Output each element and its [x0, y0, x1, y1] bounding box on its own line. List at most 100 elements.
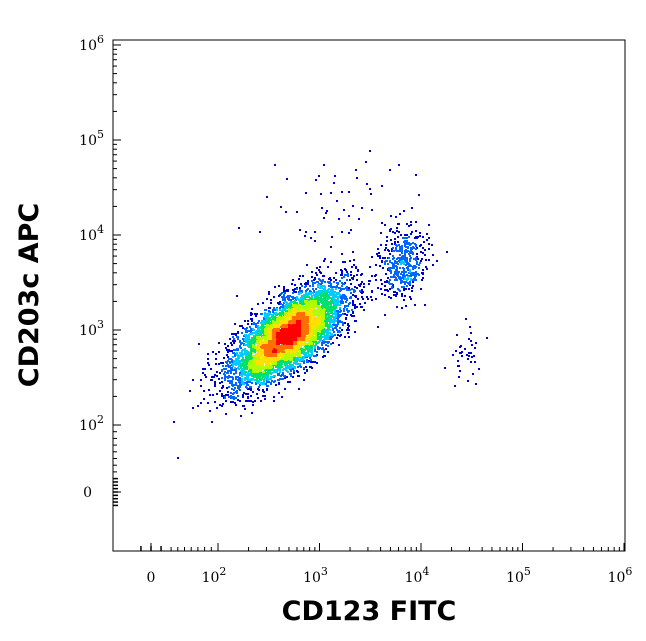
event-dot: [384, 285, 386, 287]
event-dot: [352, 302, 354, 304]
event-dot: [248, 370, 250, 372]
event-dot: [315, 272, 317, 274]
event-dot: [403, 289, 405, 291]
event-dot: [274, 286, 276, 288]
event-dot: [251, 382, 253, 384]
event-dot: [297, 359, 299, 361]
event-dot: [261, 352, 263, 354]
event-dot: [241, 382, 243, 384]
event-dot: [418, 264, 420, 266]
event-dot: [223, 357, 225, 359]
event-dot: [295, 363, 297, 365]
event-dot: [348, 287, 350, 289]
event-dot: [218, 351, 220, 353]
event-dot: [218, 342, 220, 344]
event-dot: [257, 368, 259, 370]
event-dot: [266, 369, 268, 371]
event-dot: [336, 337, 338, 339]
event-dot: [390, 215, 392, 217]
event-dot: [227, 345, 229, 347]
event-dot: [338, 293, 340, 295]
event-dot: [255, 326, 257, 328]
event-dot: [229, 382, 231, 384]
event-dot: [230, 372, 232, 374]
event-dot: [283, 289, 285, 291]
event-dot: [314, 317, 316, 319]
event-dot: [292, 298, 294, 300]
event-dot: [230, 392, 232, 394]
event-dot: [279, 301, 281, 303]
event-dot: [304, 355, 306, 357]
event-dot: [375, 279, 377, 281]
event-dot: [207, 402, 209, 404]
event-dot: [395, 295, 397, 297]
event-dot: [271, 372, 273, 374]
event-dot: [282, 308, 284, 310]
event-dot: [321, 344, 323, 346]
event-dot: [358, 218, 360, 220]
event-dot: [300, 348, 302, 350]
event-dot: [236, 295, 238, 297]
event-dot: [262, 302, 264, 304]
event-dot: [406, 274, 408, 276]
event-dot: [412, 285, 414, 287]
event-dot: [394, 232, 396, 234]
event-dot: [330, 297, 332, 299]
event-dot: [323, 312, 325, 314]
event-dot: [211, 376, 213, 378]
event-dot: [241, 350, 243, 352]
event-dot: [317, 348, 319, 350]
event-dots: [173, 150, 488, 459]
event-dot: [385, 247, 387, 249]
event-dot: [388, 282, 390, 284]
event-dot: [252, 365, 254, 367]
event-dot: [375, 274, 377, 276]
event-dot: [262, 371, 264, 373]
event-dot: [285, 301, 287, 303]
event-dot: [304, 235, 306, 237]
event-dot: [327, 341, 329, 343]
event-dot: [307, 302, 309, 304]
event-dot: [249, 326, 251, 328]
event-dot: [288, 299, 290, 301]
event-dot: [309, 366, 311, 368]
event-dot: [384, 289, 386, 291]
event-dot: [419, 235, 421, 237]
event-dot: [401, 281, 403, 283]
event-dot: [349, 289, 351, 291]
event-dot: [219, 390, 221, 392]
event-dot: [266, 367, 268, 369]
event-dot: [351, 288, 353, 290]
event-dot: [422, 277, 424, 279]
event-dot: [312, 288, 314, 290]
event-dot: [330, 192, 332, 194]
event-dot: [393, 250, 395, 252]
event-dot: [367, 298, 369, 300]
event-dot: [227, 360, 229, 362]
event-dot: [248, 365, 250, 367]
event-dot: [390, 297, 392, 299]
event-dot: [248, 342, 250, 344]
event-dot: [251, 318, 253, 320]
event-dot: [293, 370, 295, 372]
event-dot: [334, 175, 336, 177]
event-dot: [248, 330, 250, 332]
event-dot: [309, 312, 311, 314]
event-dot: [410, 247, 412, 249]
event-dot: [420, 260, 422, 262]
event-dot: [388, 267, 390, 269]
event-dot: [296, 296, 298, 298]
event-dot: [410, 278, 412, 280]
event-dot: [258, 336, 260, 338]
event-dot: [290, 375, 292, 377]
event-dot: [250, 374, 252, 376]
event-dot: [249, 381, 251, 383]
event-dot: [362, 298, 364, 300]
event-dot: [310, 321, 312, 323]
event-dot: [268, 381, 270, 383]
event-dot: [245, 329, 247, 331]
event-dot: [341, 277, 343, 279]
event-dot: [252, 362, 254, 364]
event-dot: [244, 363, 246, 365]
event-dot: [260, 359, 262, 361]
